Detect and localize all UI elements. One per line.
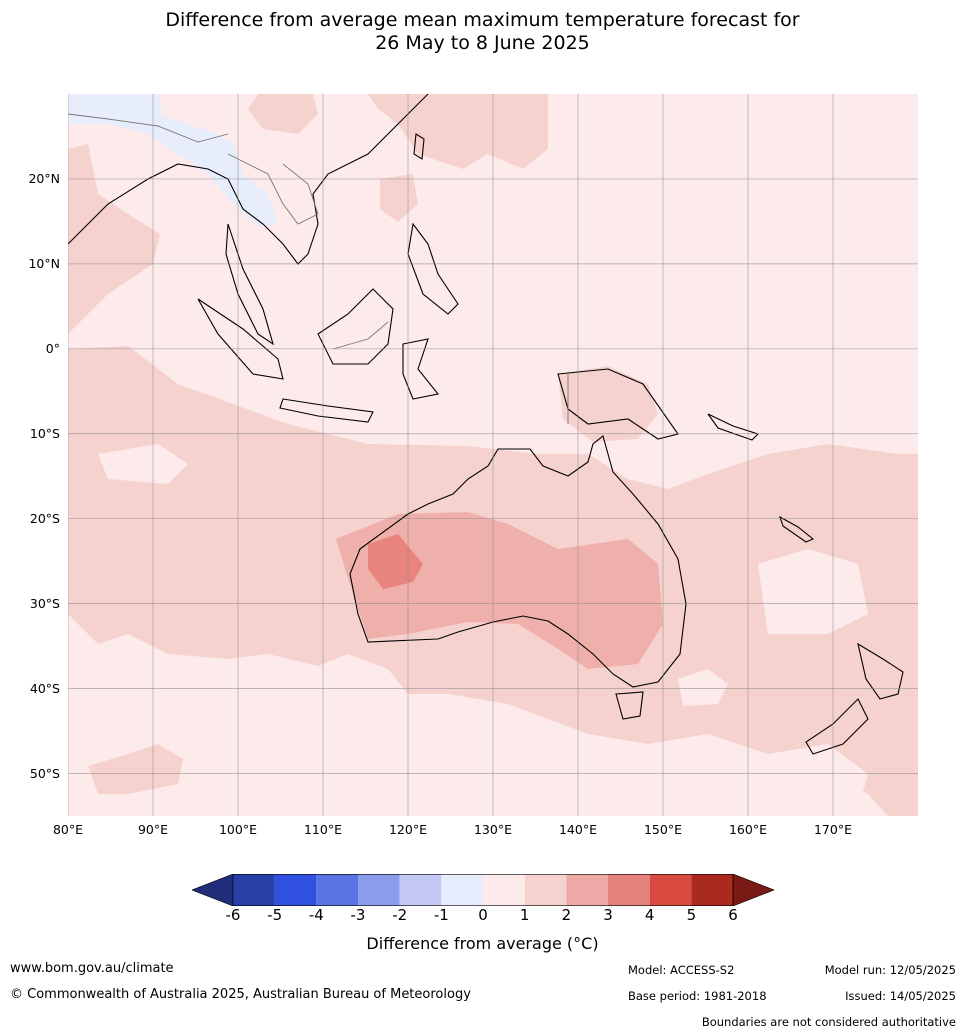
- footer-base-period: Base period: 1981-2018: [628, 989, 767, 1003]
- colorbar-tick-label: 1: [519, 906, 530, 924]
- colorbar-tick-label: 4: [644, 906, 655, 924]
- lon-tick-label: 120°E: [388, 822, 427, 837]
- lat-tick-label: 50°S: [29, 765, 60, 781]
- anomaly-zone-0-1-hole-south: [768, 744, 868, 809]
- colorbar-segment: [399, 874, 442, 906]
- colorbar-tick-label: 3: [603, 906, 613, 924]
- colorbar-tick-label: -4: [308, 906, 324, 924]
- lon-tick-label: 80°E: [52, 822, 84, 837]
- colorbar-segment: [441, 874, 484, 906]
- gridlines: [68, 94, 918, 816]
- anomaly-zone-1-2-png: [558, 366, 658, 442]
- anomaly-zone-0-1-hole-nz: [758, 549, 868, 634]
- colorbar-segment: [316, 874, 359, 906]
- footer-copyright: © Commonwealth of Australia 2025, Austra…: [10, 987, 471, 1002]
- footer-model-run: Model run: 12/05/2025: [824, 963, 956, 977]
- colorbar: [192, 874, 774, 906]
- colorbar-segment: [274, 874, 317, 906]
- anomaly-zone-3-4-wa: [368, 534, 423, 589]
- lon-tick-label: 100°E: [218, 822, 257, 837]
- colorbar-segment: [566, 874, 609, 906]
- anomaly-zone-1-2-north: [248, 94, 318, 134]
- colorbar-segment: [649, 874, 692, 906]
- colorbar-tick-label: -3: [350, 906, 366, 924]
- colorbar-tick-label: -5: [267, 906, 283, 924]
- colorbar-tick-label: 2: [561, 906, 572, 924]
- anomaly-zone-2-3-australia: [336, 512, 663, 669]
- lon-tick-label: 160°E: [728, 822, 767, 837]
- colorbar-segment: [358, 874, 400, 906]
- colorbar-tick-label: 5: [686, 906, 697, 924]
- colorbar-segment: [483, 874, 525, 906]
- anomaly-zone-1-2-tasman: [848, 634, 918, 744]
- footer-website: www.bom.gov.au/climate: [10, 961, 174, 976]
- lat-tick-label: 20°S: [29, 510, 60, 526]
- coastline-new-caledonia: [779, 515, 815, 543]
- coastline-australia: [349, 435, 687, 688]
- lon-tick-label: 140°E: [558, 822, 597, 837]
- country-borders: [68, 113, 569, 424]
- anomaly-zone-minus1-0: [68, 94, 278, 226]
- anomaly-zone-0-1-hole-tasman: [678, 669, 728, 706]
- anomaly-zone-0-1-hole-indian: [98, 444, 188, 484]
- lat-tick-label: 40°S: [29, 680, 60, 696]
- colorbar-segment: [524, 874, 567, 906]
- coastline-malay-peninsula: [225, 223, 274, 346]
- coastline-borneo: [317, 288, 394, 365]
- lat-tick-label: 20°N: [28, 170, 60, 186]
- coastline-new-guinea: [557, 368, 679, 440]
- border-indochina: [227, 153, 319, 225]
- coastline-new-zealand-north: [857, 642, 904, 700]
- colorbar-tick-label: -2: [392, 906, 408, 924]
- lat-tick-label: 0°: [45, 340, 60, 356]
- anomaly-zone-1-2-southern: [88, 744, 183, 794]
- coastline-solomon-islands: [707, 413, 760, 441]
- footer-disclaimer: Boundaries are not considered authoritat…: [701, 1015, 956, 1029]
- colorbar-segment: [608, 874, 650, 906]
- colorbar-under-arrow: [192, 874, 234, 906]
- coastline-tasmania: [615, 691, 644, 720]
- border-borneo: [332, 321, 389, 350]
- colorbar-label: Difference from average (°C): [366, 934, 599, 953]
- lon-tick-label: 90°E: [137, 822, 169, 837]
- footer-issued: Issued: 14/05/2025: [845, 989, 956, 1003]
- anomaly-zone-1-2-ph-sea: [380, 174, 418, 222]
- colorbar-tick-label: -1: [433, 906, 449, 924]
- footer-model: Model: ACCESS-S2: [628, 963, 735, 977]
- lon-tick-label: 150°E: [643, 822, 682, 837]
- coastline-taiwan: [413, 133, 425, 160]
- lat-tick-label: 10°N: [28, 255, 60, 271]
- title-line-2: 26 May to 8 June 2025: [375, 32, 590, 54]
- anomaly-zone-1-2-china: [368, 94, 548, 169]
- lat-tick-label: 10°S: [29, 425, 60, 441]
- title-line-1: Difference from average mean maximum tem…: [165, 9, 800, 31]
- coastline-sulawesi: [402, 338, 439, 400]
- colorbar-over-arrow: [732, 874, 774, 906]
- colorbar-tick-label: -6: [225, 906, 241, 924]
- anomaly-zone-1-2-bay: [68, 144, 160, 334]
- colorbar-segment: [233, 874, 275, 906]
- colorbar-segment: [691, 874, 734, 906]
- colorbar-tick-label: 0: [478, 906, 488, 924]
- coastline-asia-mainland: [68, 94, 429, 265]
- lon-tick-label: 170°E: [813, 822, 852, 837]
- colorbar-frame: [232, 874, 734, 906]
- colorbar-tick-label: 6: [728, 906, 738, 924]
- coastline-philippines: [407, 222, 459, 315]
- chart-title: Difference from average mean maximum tem…: [0, 9, 965, 55]
- lat-tick-label: 30°S: [29, 595, 60, 611]
- lon-tick-label: 110°E: [303, 822, 342, 837]
- coastline-sumatra: [197, 298, 284, 380]
- lon-tick-label: 130°E: [473, 822, 512, 837]
- coastline-java: [279, 398, 374, 423]
- border-himalaya: [68, 113, 229, 143]
- map-panel: [68, 94, 918, 816]
- anomaly-map: [68, 94, 918, 816]
